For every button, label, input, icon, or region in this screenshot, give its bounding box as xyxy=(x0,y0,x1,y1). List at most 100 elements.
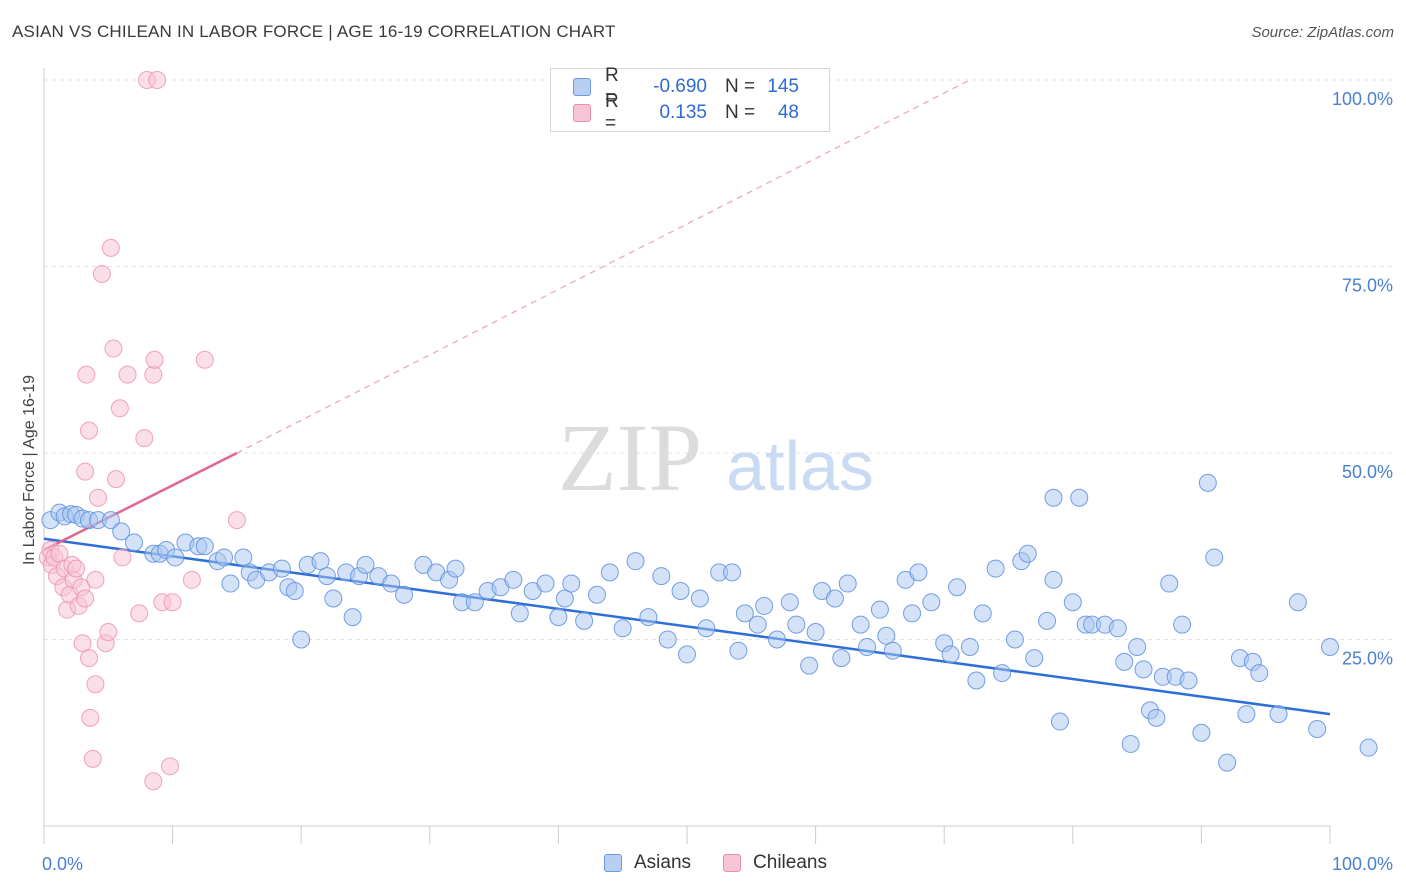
asians-legend-swatch xyxy=(604,854,622,872)
asian-point xyxy=(215,548,234,567)
chilean-point xyxy=(89,488,108,507)
asian-point xyxy=(729,641,748,660)
asian-point xyxy=(858,637,877,656)
asian-point xyxy=(536,574,555,593)
trend-lines xyxy=(43,79,1331,716)
asian-point xyxy=(851,615,870,634)
chilean-point xyxy=(195,350,214,369)
asian-point xyxy=(671,582,690,601)
chilean-point xyxy=(67,559,86,578)
asian-point xyxy=(1192,723,1211,742)
chilean-point xyxy=(182,570,201,589)
x-tick-labels: 0.0% 100.0% xyxy=(42,854,1393,874)
asian-point xyxy=(234,548,253,567)
asian-point xyxy=(1288,593,1307,612)
chileans-swatch xyxy=(573,104,591,122)
chileans-points xyxy=(38,71,246,791)
asian-point xyxy=(1321,637,1339,656)
axes xyxy=(43,68,1331,844)
asian-point xyxy=(1038,611,1057,630)
asian-point xyxy=(922,593,941,612)
y-tick-label: 100.0% xyxy=(1332,89,1393,109)
asian-point xyxy=(1018,544,1037,563)
asian-point xyxy=(125,533,144,552)
asian-point xyxy=(600,563,619,582)
chilean-point xyxy=(73,634,92,653)
asian-point xyxy=(272,559,291,578)
asians-n-value: 145 xyxy=(767,76,799,97)
asian-point xyxy=(697,619,716,638)
asian-point xyxy=(986,559,1005,578)
source-label: Source: ZipAtlas.com xyxy=(1251,24,1394,41)
chilean-point xyxy=(144,772,163,791)
y-tick-label: 25.0% xyxy=(1342,649,1393,669)
asian-point xyxy=(1044,488,1063,507)
asian-point xyxy=(1108,619,1127,638)
x-tick-label-min: 0.0% xyxy=(42,854,83,874)
chilean-point xyxy=(144,365,163,384)
asian-point xyxy=(1308,720,1327,739)
asian-point xyxy=(1179,671,1198,690)
asian-point xyxy=(1025,649,1044,668)
chilean-point xyxy=(80,649,99,668)
asian-point xyxy=(510,604,529,623)
asian-point xyxy=(1205,548,1224,567)
asians-swatch xyxy=(573,78,591,96)
chileans-n-label: N = xyxy=(725,102,756,123)
chilean-point xyxy=(81,708,100,727)
chilean-point xyxy=(107,470,126,489)
asian-point xyxy=(555,589,574,608)
chileans-n-value: 48 xyxy=(777,102,799,123)
asian-point xyxy=(1044,570,1063,589)
asian-point xyxy=(903,604,922,623)
gridlines xyxy=(44,79,1392,640)
chilean-point xyxy=(145,350,164,369)
asian-point xyxy=(806,623,825,642)
asian-point xyxy=(1063,593,1082,612)
correlation-legend: R = -0.690 N = 145 R = 0.135 N = 48 xyxy=(550,65,830,134)
legend-item-asians[interactable]: Asians xyxy=(604,852,691,874)
y-axis-label: In Labor Force | Age 16-19 xyxy=(21,375,38,565)
asian-point xyxy=(832,649,851,668)
asian-point xyxy=(626,552,645,571)
asian-point xyxy=(678,645,696,664)
asian-point xyxy=(800,656,819,675)
asian-point xyxy=(504,570,523,589)
y-tick-label: 75.0% xyxy=(1342,276,1393,296)
chilean-point xyxy=(92,264,111,283)
chart-title: ASIAN VS CHILEAN IN LABOR FORCE | AGE 16… xyxy=(12,22,616,41)
chilean-point xyxy=(77,365,96,384)
asian-point xyxy=(1050,712,1069,731)
asians-r-value: -0.690 xyxy=(653,76,707,97)
legend-item-chileans[interactable]: Chileans xyxy=(723,852,827,874)
asian-point xyxy=(1147,708,1166,727)
asian-point xyxy=(382,574,401,593)
asian-point xyxy=(1237,705,1256,724)
asian-point xyxy=(877,626,896,645)
chileans-r-value: 0.135 xyxy=(659,102,707,123)
asian-point xyxy=(909,563,928,582)
y-tick-label: 50.0% xyxy=(1342,462,1393,482)
chileans-legend-label: Chileans xyxy=(753,852,827,873)
asian-point xyxy=(755,596,774,615)
asian-point xyxy=(993,664,1012,683)
asian-point xyxy=(1269,705,1288,724)
asian-point xyxy=(101,511,120,530)
chilean-point xyxy=(99,623,118,642)
asians-points xyxy=(41,473,1378,772)
y-tick-labels: 25.0% 50.0% 75.0% 100.0% xyxy=(1332,89,1393,669)
asians-n-label: N = xyxy=(725,76,756,97)
asian-point xyxy=(690,589,709,608)
chilean-point xyxy=(86,570,105,589)
asian-point xyxy=(562,574,581,593)
chilean-point xyxy=(161,757,180,776)
watermark: ZIP atlas xyxy=(558,404,874,511)
asian-point xyxy=(941,645,960,664)
chilean-point xyxy=(104,339,123,358)
watermark-zip: ZIP xyxy=(558,404,702,511)
chileans-trend-line xyxy=(43,451,238,552)
asian-point xyxy=(317,567,336,586)
asian-point xyxy=(973,604,992,623)
asian-point xyxy=(948,578,967,597)
asians-legend-label: Asians xyxy=(634,852,692,873)
